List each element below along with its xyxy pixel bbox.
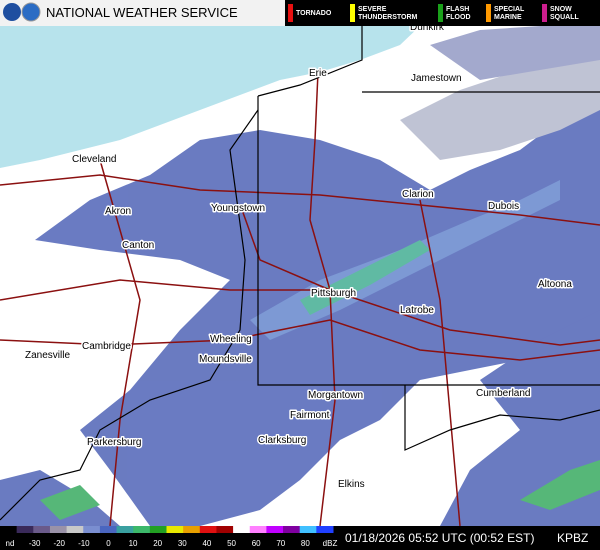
scale-swatch <box>0 526 18 533</box>
scale-label: -20 <box>53 539 65 548</box>
warning-swatch <box>438 4 443 22</box>
warning-swatch <box>542 4 547 22</box>
lake-erie <box>0 26 420 168</box>
scale-swatch <box>316 526 334 533</box>
echo <box>430 26 600 80</box>
city-label: Elkins <box>338 479 365 490</box>
scale-swatch <box>99 526 118 533</box>
scale-swatch <box>199 526 217 533</box>
city-label: Jamestown <box>411 73 462 84</box>
warning-swatch <box>350 4 355 22</box>
city-label: Fairmont <box>290 410 330 421</box>
color-scale: nd -30 -20 -10 0 10 20 30 40 50 60 70 80 dBZ <box>0 526 337 548</box>
scale-swatch <box>283 526 301 533</box>
warning-swatch <box>288 4 293 22</box>
echo <box>520 460 600 510</box>
scale-swatch <box>299 526 317 533</box>
scale-label: 20 <box>153 539 162 548</box>
warning-label: SNOW SQUALL <box>550 6 580 21</box>
scale-swatch <box>116 526 134 533</box>
city-label: Cumberland <box>476 388 530 399</box>
station: KPBZ <box>557 531 588 545</box>
scale-label: -10 <box>78 539 90 548</box>
city-label: Youngstown <box>211 203 265 214</box>
warning-label: FLASH FLOOD <box>446 6 471 21</box>
warning-swatch <box>486 4 491 22</box>
city-label: Wheeling <box>210 334 252 345</box>
echo <box>40 485 100 520</box>
scale-label: 10 <box>129 539 138 548</box>
warning-label: TORNADO <box>296 10 332 17</box>
scale-swatch <box>16 526 34 533</box>
city-label: Moundsville <box>199 354 252 365</box>
radar-echoes <box>0 26 600 526</box>
scale-swatch <box>133 526 151 533</box>
scale-label: -30 <box>29 539 41 548</box>
scale-label: dBZ <box>323 539 338 548</box>
scale-swatch <box>166 526 184 533</box>
scale-swatch <box>83 526 101 533</box>
scale-label: 50 <box>227 539 236 548</box>
scale-label: 60 <box>252 539 261 548</box>
scale-swatch <box>66 526 84 533</box>
scale-swatch <box>216 526 234 533</box>
city-label: Dubois <box>488 201 519 212</box>
highways <box>0 71 600 527</box>
scale-label: 0 <box>106 539 111 548</box>
city-label: Pittsburgh <box>311 288 356 299</box>
scale-swatch <box>149 526 167 533</box>
nws-logo <box>21 2 41 22</box>
scale-label: nd <box>6 539 15 548</box>
city-label: Altoona <box>538 279 572 290</box>
city-label: Cambridge <box>82 341 131 352</box>
state-borders <box>0 26 600 521</box>
timestamp: 01/18/2026 05:52 UTC (00:52 EST) <box>345 531 534 545</box>
warning-label: SEVERE THUNDERSTORM <box>358 6 418 21</box>
city-label: Clarion <box>402 189 434 200</box>
city-label: Latrobe <box>400 305 434 316</box>
scale-swatch <box>183 526 201 533</box>
scale-swatch <box>249 526 267 533</box>
city-label: Clarksburg <box>258 435 306 446</box>
city-label: Akron <box>105 206 131 217</box>
header-title: NATIONAL WEATHER SERVICE <box>46 5 238 20</box>
noaa-logo <box>3 3 21 21</box>
city-label: Canton <box>122 240 154 251</box>
echo <box>400 50 600 160</box>
city-label: Cleveland <box>72 154 116 165</box>
city-label: Zanesville <box>25 350 70 361</box>
scale-swatch <box>33 526 51 533</box>
scale-label: 80 <box>301 539 310 548</box>
city-label: Parkersburg <box>87 437 141 448</box>
warning-items: TORNADO SEVERE THUNDERSTORM FLASH FLOOD SPECI… <box>288 4 580 22</box>
scale-label: 70 <box>276 539 285 548</box>
scale-swatch <box>233 526 251 533</box>
warning-label: SPECIAL MARINE <box>494 6 525 21</box>
scale-label: 40 <box>202 539 211 548</box>
scale-swatch <box>49 526 68 533</box>
scale-label: 30 <box>178 539 187 548</box>
city-label: Morgantown <box>308 390 363 401</box>
scale-swatch <box>266 526 284 533</box>
echo <box>300 240 430 315</box>
city-label: Erie <box>309 68 327 79</box>
echo <box>440 310 600 526</box>
